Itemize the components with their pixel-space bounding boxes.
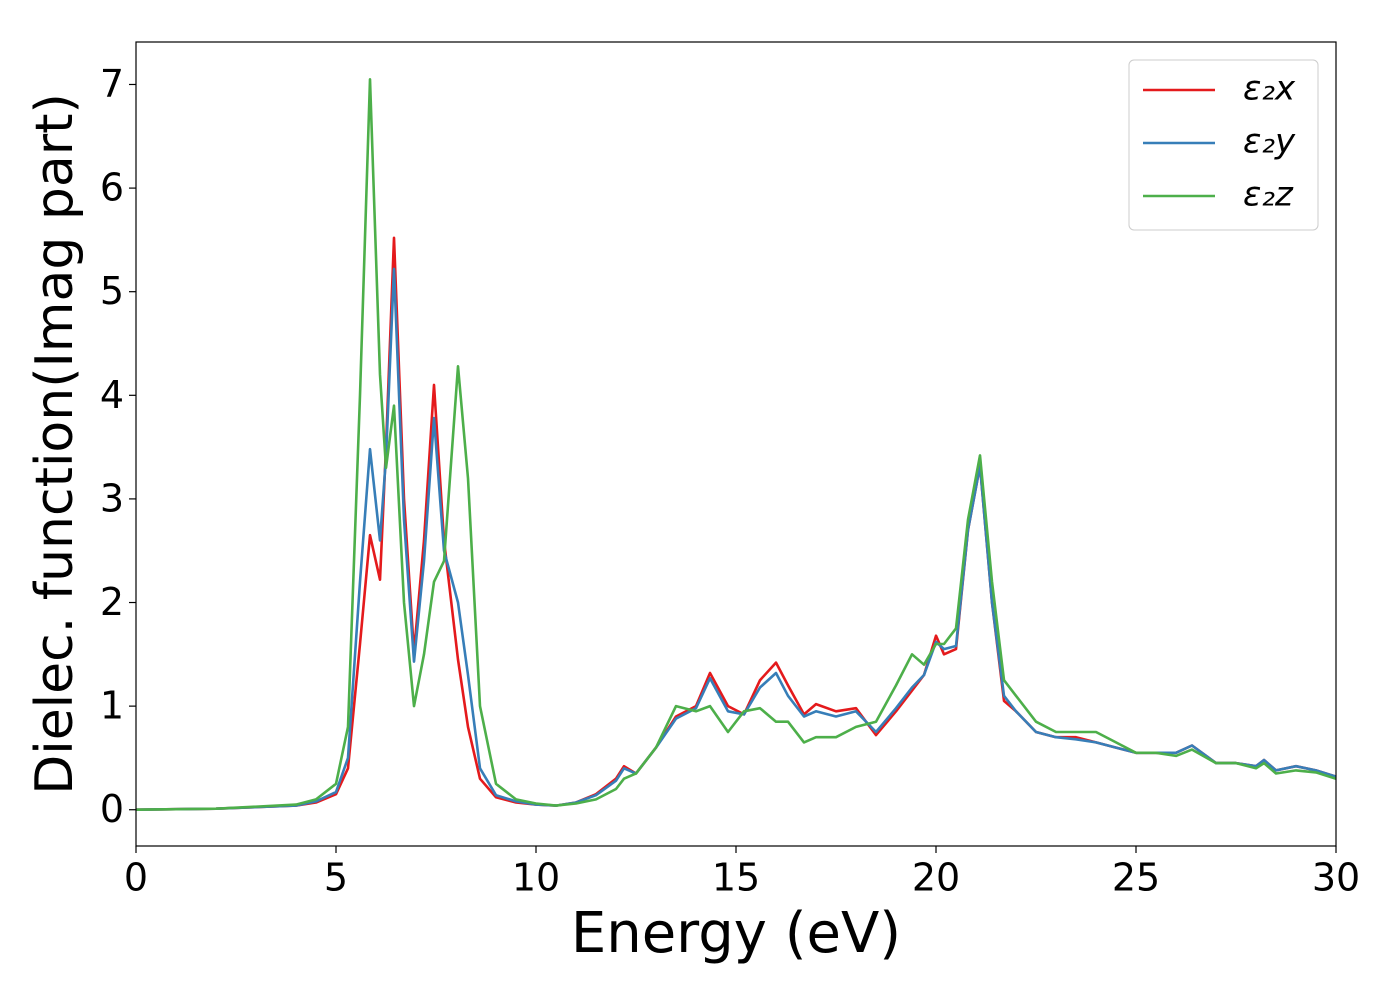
y-tick-label: 0	[100, 787, 124, 831]
x-tick-label: 5	[324, 856, 348, 900]
x-tick-label: 25	[1112, 856, 1160, 900]
lines	[135, 78, 1337, 811]
legend-label: ε₂z	[1243, 175, 1294, 215]
line-series	[135, 78, 1337, 811]
y-tick-label: 3	[100, 476, 124, 520]
legend-label: ε₂y	[1243, 122, 1296, 162]
y-tick-label: 4	[100, 373, 124, 417]
line-series	[135, 267, 1337, 811]
y-tick-label: 7	[100, 62, 124, 106]
x-tick-label: 10	[512, 856, 560, 900]
x-tick-label: 0	[124, 856, 148, 900]
x-axis-label: Energy (eV)	[571, 901, 901, 966]
legend-box	[1128, 59, 1319, 231]
y-tick-label: 2	[100, 580, 124, 624]
y-tick-label: 5	[100, 269, 124, 313]
x-tick-label: 30	[1312, 856, 1360, 900]
x-tick-label: 20	[912, 856, 960, 900]
x-tick-label: 15	[712, 856, 760, 900]
y-axis-label: Dielec. function(Imag part)	[25, 93, 85, 795]
legend-label: ε₂x	[1243, 69, 1296, 109]
y-tick-label: 1	[100, 684, 124, 728]
y-tick-label: 6	[100, 166, 124, 210]
